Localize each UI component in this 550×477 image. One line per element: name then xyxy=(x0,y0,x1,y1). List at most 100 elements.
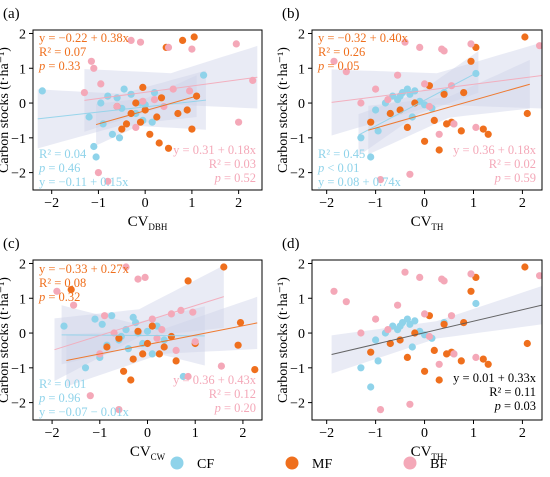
legend-label-CF: CF xyxy=(197,457,214,472)
fit-line-CF xyxy=(358,71,479,136)
point-BF xyxy=(406,170,414,178)
point-CF xyxy=(408,113,416,121)
fit-line-overall xyxy=(331,304,542,355)
point-MF xyxy=(67,286,75,294)
point-BF xyxy=(94,169,102,177)
legend-label-MF: MF xyxy=(312,457,332,472)
point-CF xyxy=(108,312,116,320)
stats-p-value: = 0.03 xyxy=(501,399,536,413)
point-MF xyxy=(484,360,492,368)
stats-p-value: = 0.32 xyxy=(45,290,80,304)
x-tick-label: 2 xyxy=(239,426,246,441)
panel-frame xyxy=(311,259,543,421)
point-MF xyxy=(146,130,154,138)
point-CF xyxy=(357,364,365,372)
point-MF xyxy=(172,357,180,365)
x-tick-label: 1 xyxy=(470,426,477,441)
point-BF xyxy=(86,392,94,400)
point-MF xyxy=(234,341,242,349)
point-BF xyxy=(132,123,140,131)
fit-line-BF xyxy=(84,76,258,101)
point-CF xyxy=(411,87,419,95)
point-BF xyxy=(372,315,380,323)
point-CF xyxy=(60,322,68,330)
fit-line-MF xyxy=(95,95,197,126)
stats-overall: y = 0.01 + 0.33x xyxy=(453,371,537,385)
x-tick-label: 0 xyxy=(142,196,149,211)
point-BF xyxy=(384,96,392,104)
point-CF xyxy=(115,134,124,142)
x-tick-label: −1 xyxy=(368,196,383,211)
y-tick-label: 0 xyxy=(298,327,305,342)
point-CF xyxy=(108,130,116,138)
point-MF xyxy=(190,33,198,41)
stats-BF: R² = 0.12 xyxy=(209,387,256,401)
stats-p-value: = 0.05 xyxy=(324,59,359,73)
point-MF xyxy=(440,90,448,98)
y-axis-label: Carbon stocks (t·ha⁻¹) xyxy=(0,47,12,173)
point-BF xyxy=(342,298,350,306)
point-BF xyxy=(186,87,194,95)
point-MF xyxy=(435,376,443,384)
point-BF xyxy=(189,308,197,316)
point-BF xyxy=(104,177,112,185)
stats-p-value: = 0.96 xyxy=(45,391,80,405)
point-MF xyxy=(103,343,111,351)
point-CF xyxy=(357,134,365,142)
y-tick-label: 1 xyxy=(19,62,26,77)
point-BF xyxy=(425,332,433,341)
point-MF xyxy=(188,125,196,133)
plot-area xyxy=(330,263,542,414)
plot-area xyxy=(330,33,542,184)
x-tick-label: −2 xyxy=(45,426,60,441)
point-MF xyxy=(179,36,187,45)
point-MF xyxy=(421,367,429,375)
legend-label-BF: BF xyxy=(430,457,447,472)
stats-p-symbol: p xyxy=(214,401,221,415)
point-BF xyxy=(330,57,338,65)
point-BF xyxy=(394,301,402,309)
x-axis-label-sub: DBH xyxy=(148,222,168,232)
point-MF xyxy=(386,109,394,118)
stats-p-symbol: p xyxy=(38,290,45,304)
point-CF xyxy=(411,317,419,325)
point-BF xyxy=(235,118,243,126)
point-BF xyxy=(172,346,180,354)
fit-line-MF xyxy=(66,322,258,361)
x-tick-label: −1 xyxy=(91,196,106,211)
point-BF xyxy=(416,43,424,52)
panel-d: −2 −1 0 1 2 −2 −1 0 1 2 (d) CVTH Carbon stocks (t·ha… xyxy=(276,236,543,462)
point-CF xyxy=(148,118,156,126)
stats-CF: p = 0.46 xyxy=(38,161,80,175)
point-BF xyxy=(376,406,385,414)
point-MF xyxy=(467,287,475,295)
point-MF xyxy=(167,332,175,341)
point-MF xyxy=(132,99,140,107)
x-tick-label: −2 xyxy=(319,196,334,211)
point-MF xyxy=(386,339,394,348)
stats-CF: y = −0.11 + 0.15x xyxy=(39,175,129,189)
x-tick-label: 2 xyxy=(235,196,242,211)
stats-p-symbol: p xyxy=(317,161,324,175)
y-tick-label: −1 xyxy=(290,132,305,147)
y-axis-label: Carbon stocks (t·ha⁻¹) xyxy=(276,47,291,173)
stats-p-value: = 0.46 xyxy=(45,161,80,175)
panel-frame xyxy=(32,29,263,191)
y-tick-label: 2 xyxy=(19,257,26,272)
point-MF xyxy=(155,139,163,147)
x-tick-label: −2 xyxy=(319,426,334,441)
point-BF xyxy=(184,372,192,381)
point-MF xyxy=(148,322,156,330)
point-MF xyxy=(457,127,465,135)
point-CF xyxy=(408,343,416,351)
point-MF xyxy=(251,366,259,374)
stats-BF: R² = 0.03 xyxy=(209,157,256,171)
point-MF xyxy=(430,116,438,124)
stats-MF: R² = 0.26 xyxy=(318,45,365,59)
x-tick-label: −1 xyxy=(92,426,107,441)
point-MF xyxy=(396,106,404,114)
point-BF xyxy=(115,406,123,414)
stats-p-value: = 0.52 xyxy=(221,171,256,185)
point-BF xyxy=(440,277,448,285)
